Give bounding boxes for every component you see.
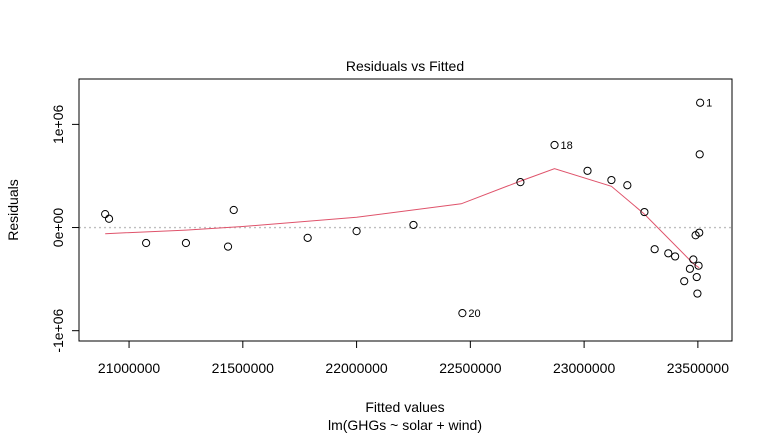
data-point bbox=[671, 252, 680, 261]
x-tick-label: 21000000 bbox=[98, 360, 161, 376]
data-point bbox=[640, 207, 649, 217]
x-axis-subtitle: lm(GHGs ~ solar + wind) bbox=[328, 417, 482, 433]
data-point bbox=[229, 205, 238, 215]
data-point bbox=[607, 175, 616, 185]
data-point bbox=[696, 98, 705, 107]
data-point bbox=[692, 272, 701, 282]
data-point bbox=[650, 245, 659, 254]
x-axis: 21000000 21500000 22000000 22500000 23000000… bbox=[98, 340, 729, 376]
data-point bbox=[695, 150, 704, 159]
y-axis-label: Residuals bbox=[5, 179, 21, 240]
data-point bbox=[352, 227, 361, 236]
x-axis-label: Fitted values bbox=[365, 399, 444, 415]
data-point bbox=[664, 249, 673, 258]
y-tick-label: 0e+00 bbox=[50, 208, 66, 248]
data-point bbox=[516, 178, 525, 187]
x-ticks: 21000000 21500000 22000000 22500000 23000000… bbox=[98, 341, 729, 376]
data-point bbox=[142, 238, 151, 248]
y-axis: -1e+06 0e+00 1e+06 bbox=[50, 105, 80, 353]
smooth-line bbox=[105, 168, 700, 269]
data-points: 20 18 1 bbox=[101, 98, 712, 320]
x-tick-label: 23500000 bbox=[667, 360, 730, 376]
y-ticks: -1e+06 0e+00 1e+06 bbox=[50, 105, 79, 353]
data-point bbox=[623, 181, 632, 190]
chart-title: Residuals vs Fitted bbox=[346, 58, 464, 74]
x-tick-label: 22500000 bbox=[439, 360, 502, 376]
point-label: 20 bbox=[468, 308, 480, 320]
data-point bbox=[550, 140, 559, 150]
x-tick-label: 22000000 bbox=[325, 360, 388, 376]
plot-frame bbox=[78, 78, 733, 342]
data-point bbox=[685, 264, 695, 273]
data-point bbox=[583, 166, 592, 175]
point-label: 18 bbox=[561, 140, 573, 152]
data-point bbox=[695, 228, 704, 237]
data-point bbox=[101, 210, 110, 219]
data-point bbox=[104, 214, 114, 223]
y-tick-label: 1e+06 bbox=[50, 105, 66, 145]
data-point bbox=[303, 233, 312, 242]
data-point bbox=[458, 309, 467, 318]
data-point bbox=[223, 242, 233, 251]
x-tick-label: 23000000 bbox=[553, 360, 616, 376]
y-tick-label: -1e+06 bbox=[50, 308, 66, 352]
data-point bbox=[693, 289, 702, 298]
data-point bbox=[181, 238, 191, 248]
data-point bbox=[409, 220, 418, 230]
data-point bbox=[694, 261, 703, 270]
x-tick-label: 21500000 bbox=[212, 360, 275, 376]
data-point bbox=[680, 277, 689, 286]
data-point bbox=[689, 255, 698, 264]
point-label: 1 bbox=[706, 98, 712, 110]
